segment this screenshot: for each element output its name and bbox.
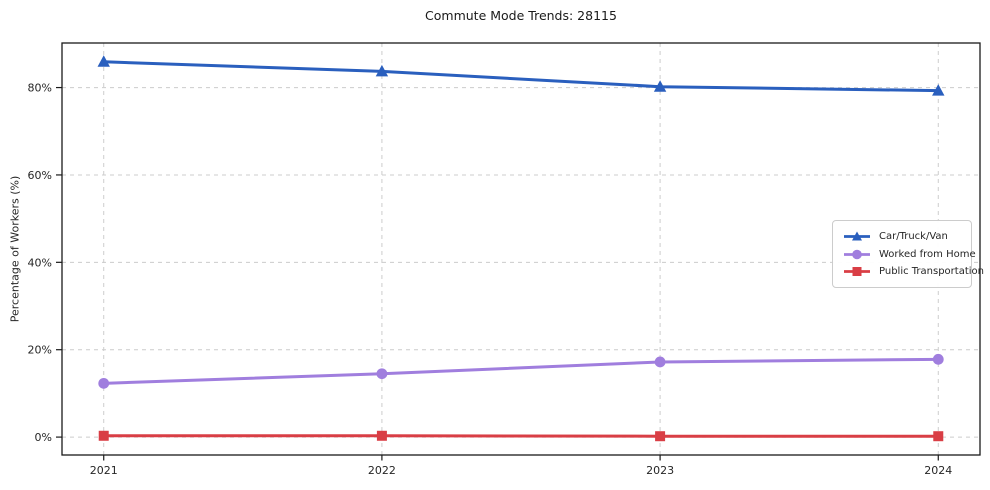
data-point-car-truck-van — [653, 80, 667, 92]
data-point-worked-from-home — [932, 353, 944, 365]
legend-label-car-truck-van: Car/Truck/Van — [879, 231, 948, 242]
plot-border — [61, 42, 981, 456]
legend-label-worked-from-home: Worked from Home — [879, 248, 976, 260]
legend-item-public-transportation: Public Transportation — [842, 264, 984, 280]
x-tick-label: 2021 — [90, 464, 118, 477]
purple-line-circle-marker-icon — [844, 249, 870, 259]
data-point-car-truck-van — [375, 64, 389, 77]
data-point-car-truck-van — [97, 55, 110, 67]
red-line-square-marker-icon — [844, 267, 870, 276]
x-tick-label: 2024 — [924, 464, 952, 477]
data-point-public-transportation — [376, 430, 387, 441]
series-line-worked-from-home — [102, 357, 940, 385]
data-point-public-transportation — [655, 431, 666, 442]
series-line-car-truck-van — [102, 60, 940, 93]
data-point-car-truck-van — [932, 84, 945, 96]
chart-title: Commute Mode Trends: 28115 — [425, 8, 617, 23]
data-point-public-transportation — [98, 430, 109, 441]
legend-item-car-truck-van: Car/Truck/Van — [842, 229, 962, 245]
data-point-public-transportation — [933, 431, 944, 442]
x-tick-label: 2022 — [368, 464, 396, 477]
legend-item-worked-from-home: Worked from Home — [842, 246, 976, 262]
x-tick-label: 2023 — [646, 464, 674, 477]
legend-label-public-transportation: Public Transportation — [879, 266, 984, 277]
data-point-worked-from-home — [98, 377, 110, 389]
blue-line-triangle-marker-icon — [844, 231, 870, 241]
data-point-worked-from-home — [654, 356, 666, 368]
y-tick-label: 0% — [35, 431, 52, 444]
y-tick-label: 40% — [28, 256, 52, 269]
y-tick-label: 80% — [28, 82, 52, 95]
legend-box: Car/Truck/Van Worked from Home Public Tr… — [832, 220, 984, 288]
y-tick-label: 60% — [28, 169, 52, 182]
y-tick-label: 20% — [28, 344, 52, 357]
data-point-worked-from-home — [376, 368, 388, 380]
